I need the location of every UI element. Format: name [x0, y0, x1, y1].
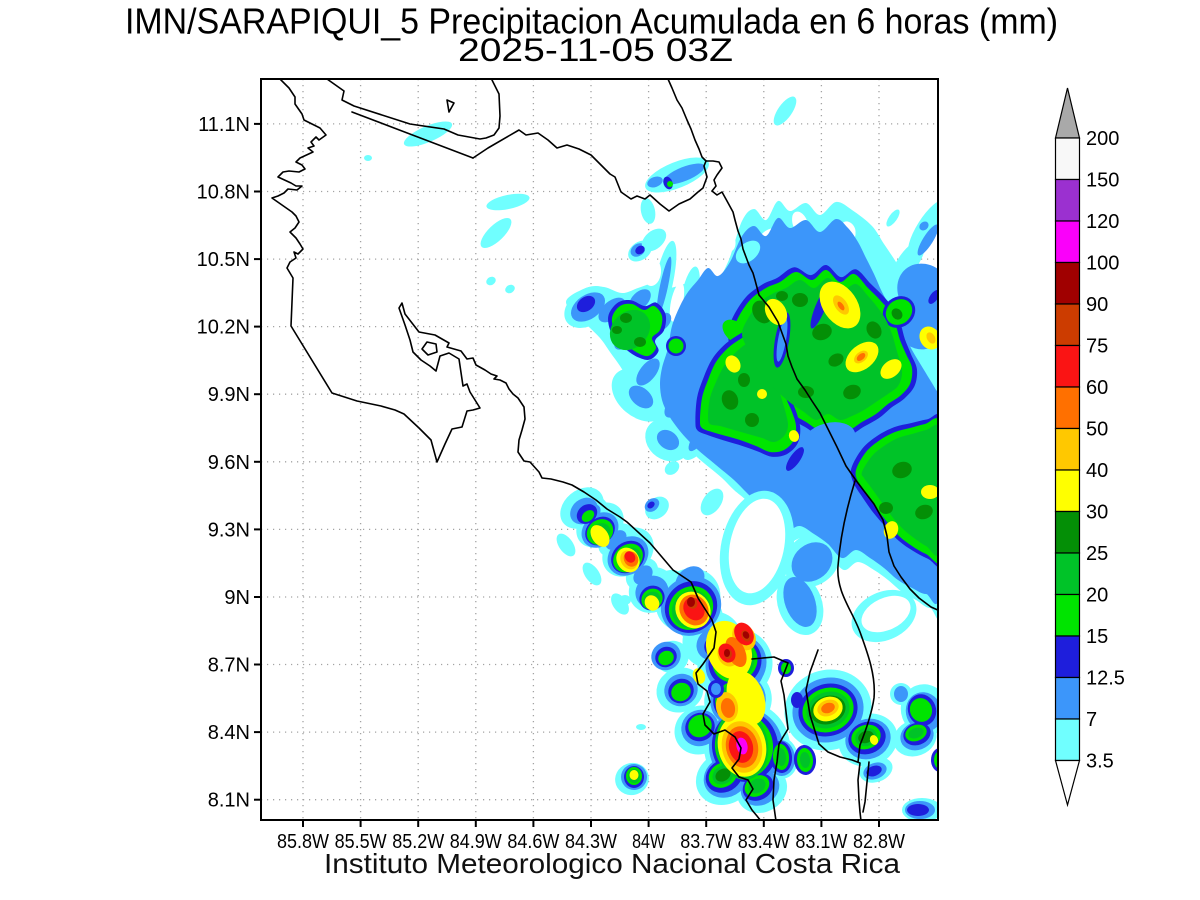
svg-text:150: 150	[1086, 170, 1119, 192]
svg-text:15: 15	[1086, 626, 1108, 648]
svg-text:84.3W: 84.3W	[565, 831, 617, 853]
svg-text:11.1N: 11.1N	[198, 114, 250, 136]
svg-text:9.9N: 9.9N	[208, 384, 250, 406]
svg-text:60: 60	[1086, 377, 1108, 399]
svg-text:8.7N: 8.7N	[208, 655, 250, 677]
svg-text:7: 7	[1086, 709, 1097, 731]
svg-text:12.5: 12.5	[1086, 668, 1125, 690]
svg-text:3.5: 3.5	[1086, 751, 1114, 773]
svg-text:85.8W: 85.8W	[277, 831, 329, 853]
svg-text:9.3N: 9.3N	[208, 519, 250, 541]
svg-text:9N: 9N	[224, 587, 250, 609]
svg-text:85.2W: 85.2W	[392, 831, 444, 853]
svg-text:10.5N: 10.5N	[197, 249, 250, 271]
svg-text:IMN/SARAPIQUI_5 Precipitacion: IMN/SARAPIQUI_5 Precipitacion Acumulada …	[125, 1, 1058, 42]
svg-text:8.4N: 8.4N	[208, 722, 250, 744]
svg-text:120: 120	[1086, 211, 1119, 233]
svg-text:83.7W: 83.7W	[680, 831, 732, 853]
svg-text:100: 100	[1086, 253, 1119, 275]
svg-text:25: 25	[1086, 543, 1108, 565]
svg-text:8.1N: 8.1N	[208, 790, 250, 812]
svg-text:85.5W: 85.5W	[335, 831, 387, 853]
svg-text:84.6W: 84.6W	[507, 831, 559, 853]
svg-text:40: 40	[1086, 460, 1108, 482]
svg-text:75: 75	[1086, 336, 1108, 358]
svg-text:20: 20	[1086, 585, 1108, 607]
svg-text:90: 90	[1086, 294, 1108, 316]
svg-text:30: 30	[1086, 502, 1108, 524]
svg-text:84.9W: 84.9W	[450, 831, 502, 853]
svg-text:83.4W: 83.4W	[738, 831, 790, 853]
svg-text:9.6N: 9.6N	[208, 452, 250, 474]
svg-text:10.2N: 10.2N	[197, 317, 250, 339]
svg-text:2025-11-05 03Z: 2025-11-05 03Z	[458, 32, 733, 68]
svg-text:10.8N: 10.8N	[197, 182, 250, 204]
svg-text:50: 50	[1086, 419, 1108, 441]
svg-text:Instituto Meteorologico Nacion: Instituto Meteorologico Nacional Costa R…	[324, 848, 900, 879]
svg-text:200: 200	[1086, 128, 1119, 150]
svg-text:82.8W: 82.8W	[853, 831, 905, 853]
svg-text:84W: 84W	[632, 831, 665, 853]
svg-text:83.1W: 83.1W	[795, 831, 847, 853]
